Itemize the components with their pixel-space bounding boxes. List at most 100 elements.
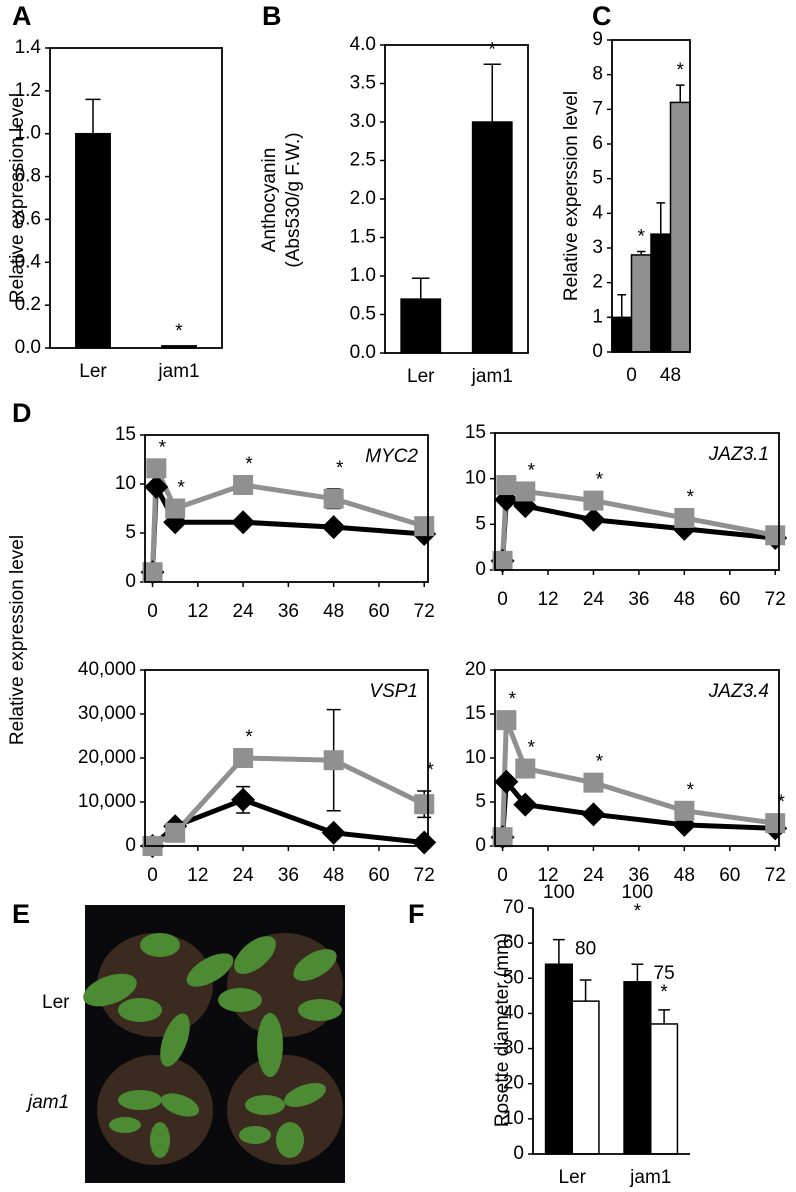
y-tick-label: 50 (503, 967, 524, 988)
y-tick-label: 4.0 (350, 34, 376, 55)
bar (75, 132, 111, 349)
bar (544, 963, 573, 1155)
y-tick-label: 3 (592, 237, 603, 258)
y-tick-label: 4 (592, 202, 603, 223)
x-tick-label: 48 (323, 865, 344, 886)
bar (650, 1023, 679, 1155)
x-tick-label: Ler (407, 366, 435, 387)
chart-title: MYC2 (365, 446, 418, 467)
significance: * (245, 454, 253, 475)
x-tick-label: 60 (719, 589, 740, 610)
marker (581, 507, 606, 532)
significance: * (660, 982, 668, 1003)
y-tick-label: 9 (592, 29, 603, 50)
x-tick-label: 24 (583, 865, 605, 886)
marker (163, 510, 188, 535)
y-tick-label: 0 (125, 835, 136, 856)
marker (414, 794, 435, 815)
x-tick-label: Ler (559, 1167, 587, 1188)
x-tick-label: 72 (765, 589, 786, 610)
marker (581, 802, 606, 827)
y-tick-label: 7 (592, 98, 603, 119)
y-tick-label: 0.0 (15, 337, 41, 358)
marker (321, 820, 346, 845)
x-tick-label: 12 (187, 865, 208, 886)
row-label: jam1 (25, 1092, 69, 1113)
panel-letter: C (592, 1, 612, 31)
panel-letter: D (12, 398, 32, 428)
x-tick-label: 36 (628, 865, 649, 886)
marker (674, 507, 695, 528)
marker (515, 481, 536, 502)
y-tick-label: 40,000 (78, 659, 136, 680)
x-tick-label: 60 (368, 601, 389, 622)
marker (496, 475, 517, 496)
row-label: Ler (42, 992, 70, 1013)
error-bar (631, 963, 644, 982)
x-tick-label: 24 (233, 601, 255, 622)
error-bar (617, 294, 627, 318)
y-tick-label: 0 (125, 571, 136, 592)
bar (571, 1000, 600, 1155)
percent-label: 80 (575, 939, 596, 960)
significance: * (509, 689, 517, 710)
y-tick-label: 2.0 (350, 188, 376, 209)
y-axis-label: Rosette diameter (mm) (492, 933, 513, 1127)
marker (412, 830, 437, 855)
y-tick-label: 5 (592, 168, 603, 189)
error-bar (579, 979, 592, 1002)
y-tick-label: 3.5 (350, 73, 376, 94)
series-line (500, 717, 776, 838)
y-tick-label: 1.0 (15, 123, 41, 144)
y-tick-label: 0.5 (350, 304, 376, 325)
marker (233, 748, 254, 768)
y-tick-label: 8 (592, 64, 603, 85)
chart-title: VSP1 (369, 681, 418, 702)
x-tick-label: 48 (323, 601, 344, 622)
photo-leaves (83, 933, 342, 1158)
error-bar (553, 938, 565, 965)
chart-title: JAZ3.1 (708, 444, 769, 465)
x-tick-label: jam1 (629, 1167, 671, 1188)
x-tick-label: 0 (147, 601, 158, 622)
marker (515, 758, 536, 779)
marker (513, 792, 538, 817)
y-axis-label: Relative expression level (7, 93, 28, 303)
marker (323, 750, 344, 771)
y-axis-label: (Abs530/g F.W.) (283, 132, 304, 267)
plot-frame (49, 47, 223, 349)
significance: * (245, 727, 253, 748)
y-tick-label: 0 (475, 559, 486, 580)
y-tick-label: 20,000 (78, 747, 136, 768)
y-tick-label: 3.0 (350, 111, 376, 132)
significance: * (159, 437, 167, 458)
marker (765, 813, 786, 834)
photo-panel: E Ler jam1 (12, 899, 345, 1183)
y-tick-label: 0.0 (350, 342, 376, 363)
plot-frame (144, 669, 429, 847)
y-tick-label: 1.2 (15, 80, 41, 101)
marker (674, 800, 695, 821)
y-tick-label: 2 (592, 272, 603, 293)
y-tick-label: 60 (503, 932, 524, 953)
panel-letter: F (408, 899, 425, 929)
error-bar (675, 84, 685, 103)
marker (583, 490, 604, 511)
significance: * (596, 470, 604, 491)
y-tick-label: 15 (115, 424, 136, 445)
y-tick-label: 1 (592, 306, 603, 327)
x-tick-label: 48 (674, 865, 695, 886)
x-tick-label: 36 (278, 601, 299, 622)
percent-label: 75 (654, 963, 675, 984)
x-tick-label: 48 (660, 365, 681, 386)
y-tick-label: 40 (503, 1002, 524, 1023)
x-tick-label: 0 (626, 365, 637, 386)
marker (496, 710, 517, 731)
x-tick-label: 48 (674, 589, 695, 610)
y-tick-label: 15 (465, 422, 486, 443)
bar (630, 254, 652, 353)
y-tick-label: 2.5 (350, 150, 376, 171)
marker (231, 510, 256, 535)
x-tick-label: 72 (765, 865, 786, 886)
y-tick-label: 5 (475, 791, 486, 812)
